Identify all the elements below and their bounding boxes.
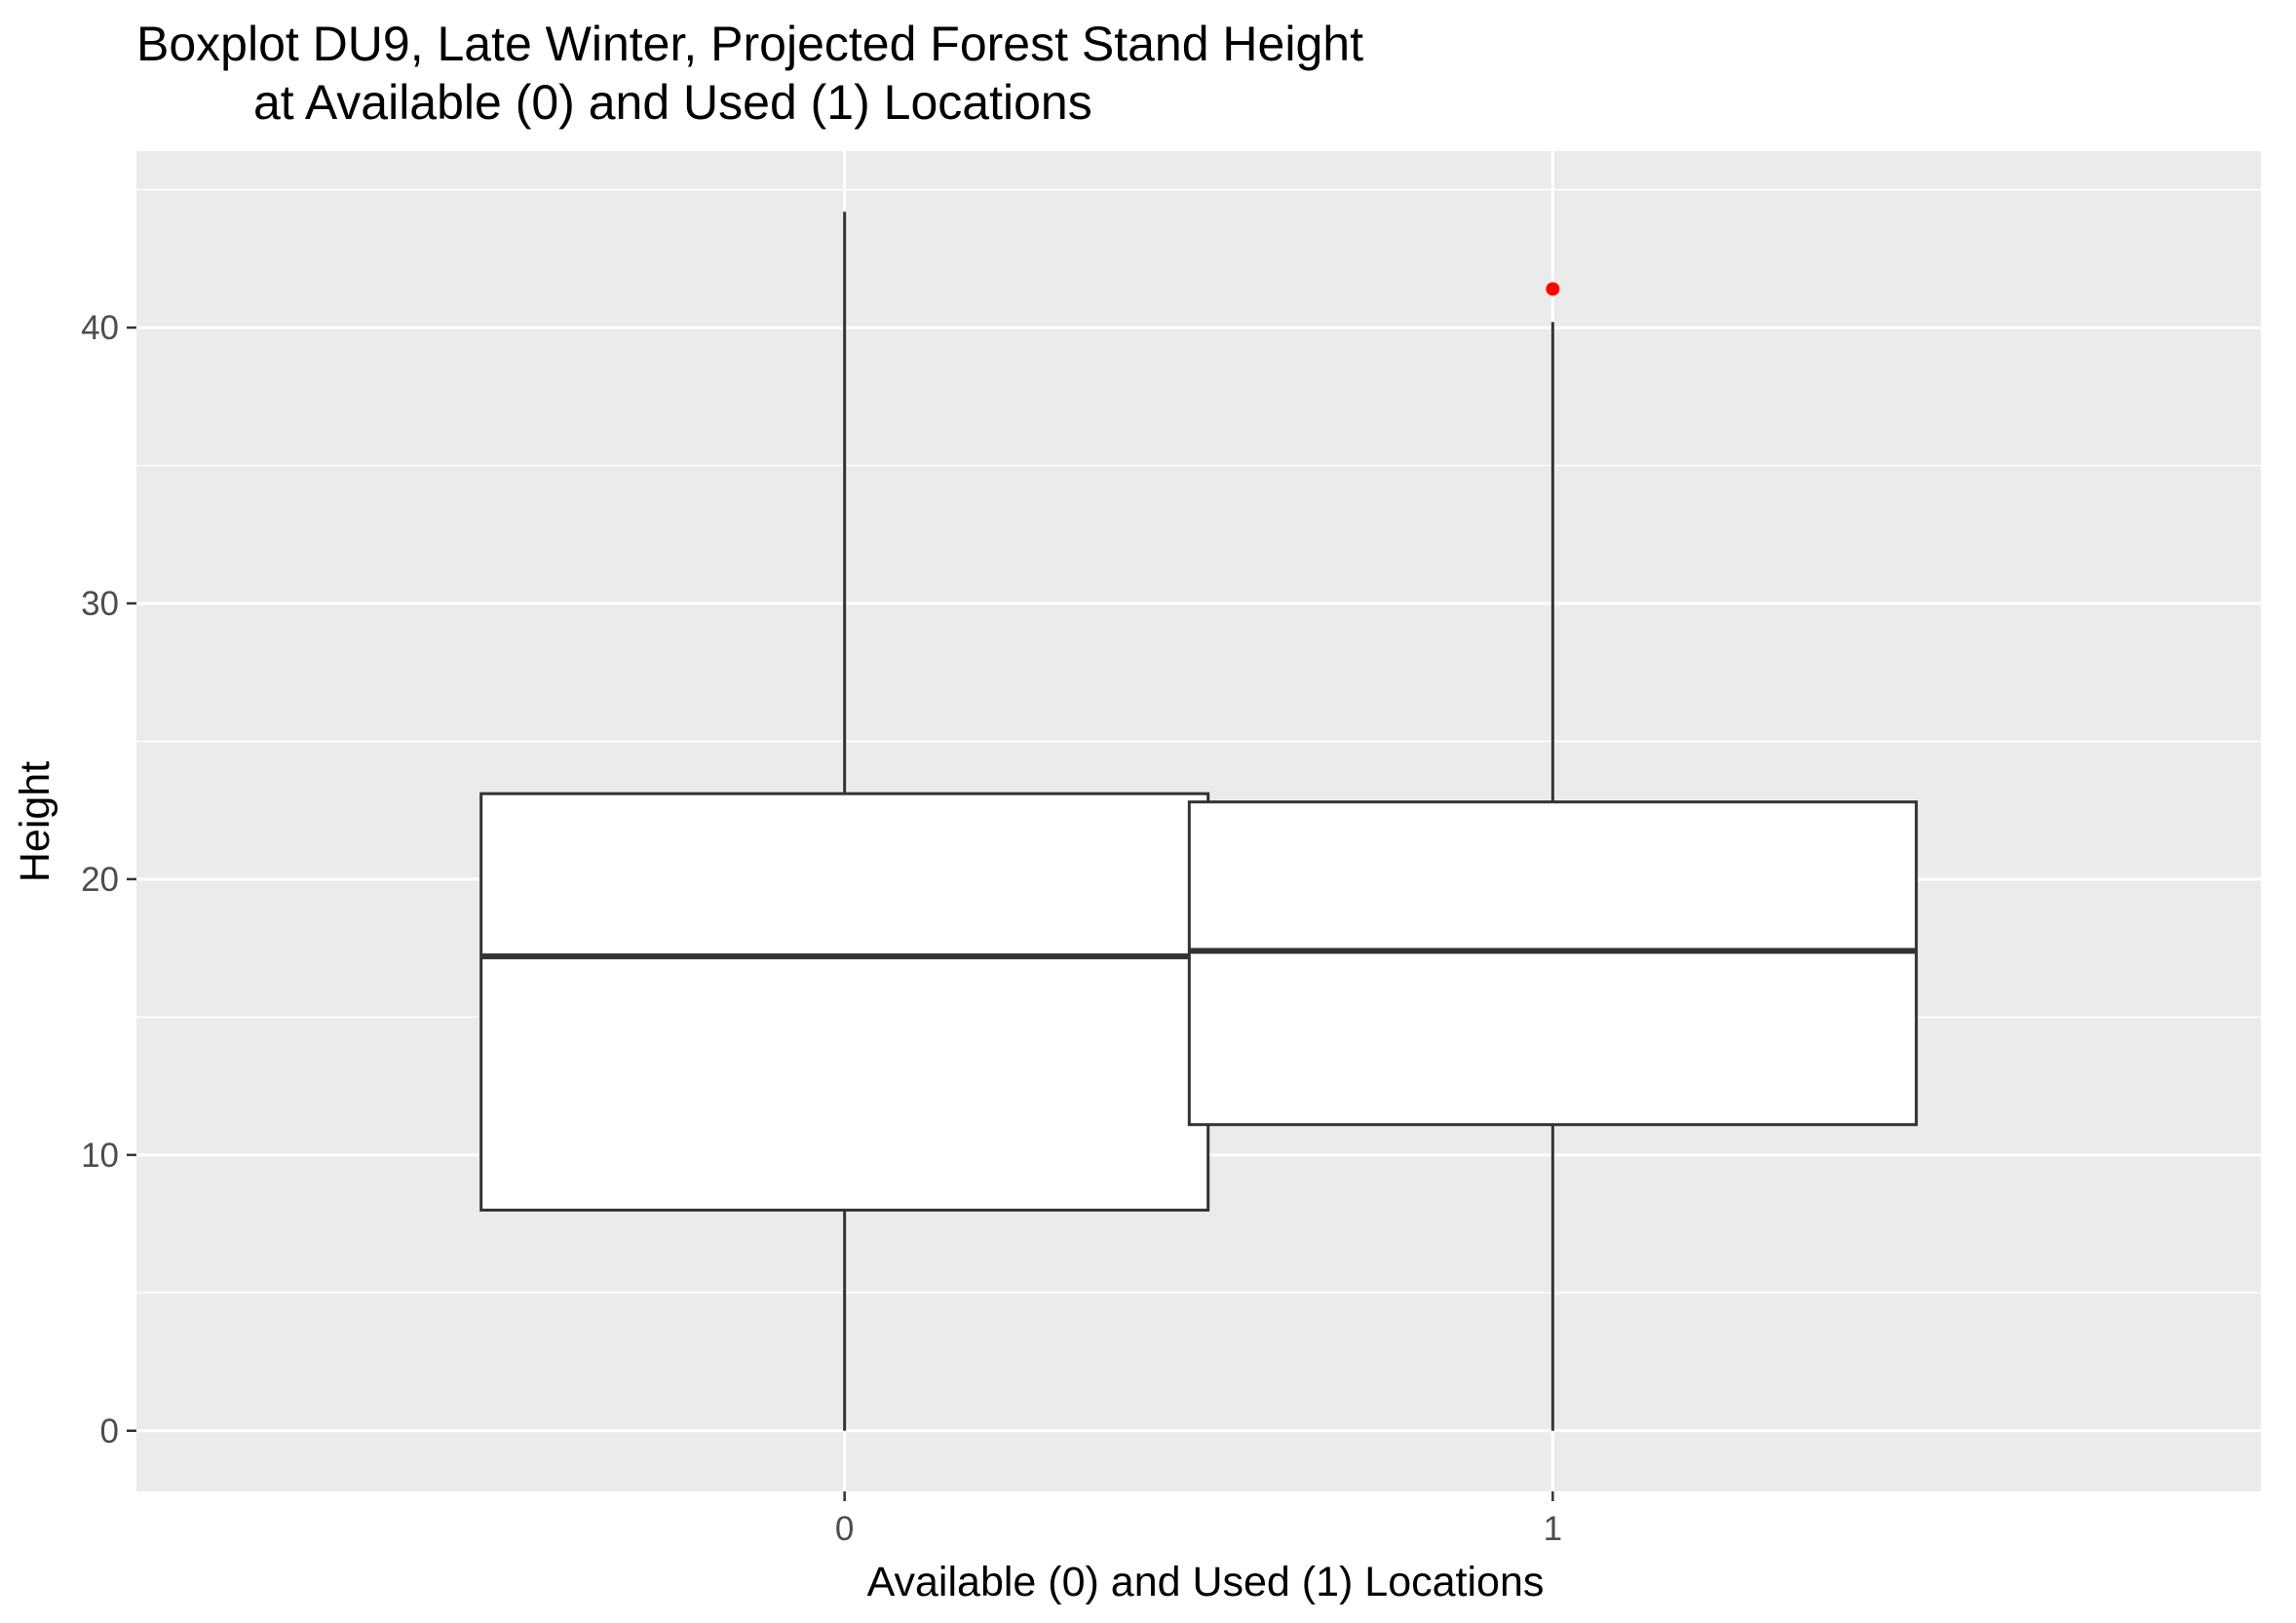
iqr-box (1187, 800, 1918, 1127)
y-tick-label: 0 (100, 1412, 119, 1450)
y-tick-label: 10 (81, 1137, 119, 1175)
y-tick-label: 20 (81, 861, 119, 899)
y-tick-label: 40 (81, 309, 119, 347)
chart-title: Boxplot DU9, Late Winter, Projected Fore… (136, 17, 1363, 71)
box-group-1 (1187, 282, 1918, 1431)
outlier-point (1546, 282, 1560, 296)
y-tick-label: 30 (81, 585, 119, 623)
iqr-box (479, 792, 1210, 1212)
x-axis-title: Available (0) and Used (1) Locations (867, 1559, 1545, 1605)
box-group-0 (479, 212, 1210, 1431)
boxplot-boxes (479, 212, 1918, 1431)
x-tick-label: 1 (1544, 1510, 1562, 1548)
y-axis-ticks: 0 10 20 30 40 (81, 309, 136, 1450)
y-axis-title: Height (12, 761, 58, 882)
chart-subtitle: at Available (0) and Used (1) Locations (253, 75, 1092, 130)
x-tick-label: 0 (835, 1510, 854, 1548)
